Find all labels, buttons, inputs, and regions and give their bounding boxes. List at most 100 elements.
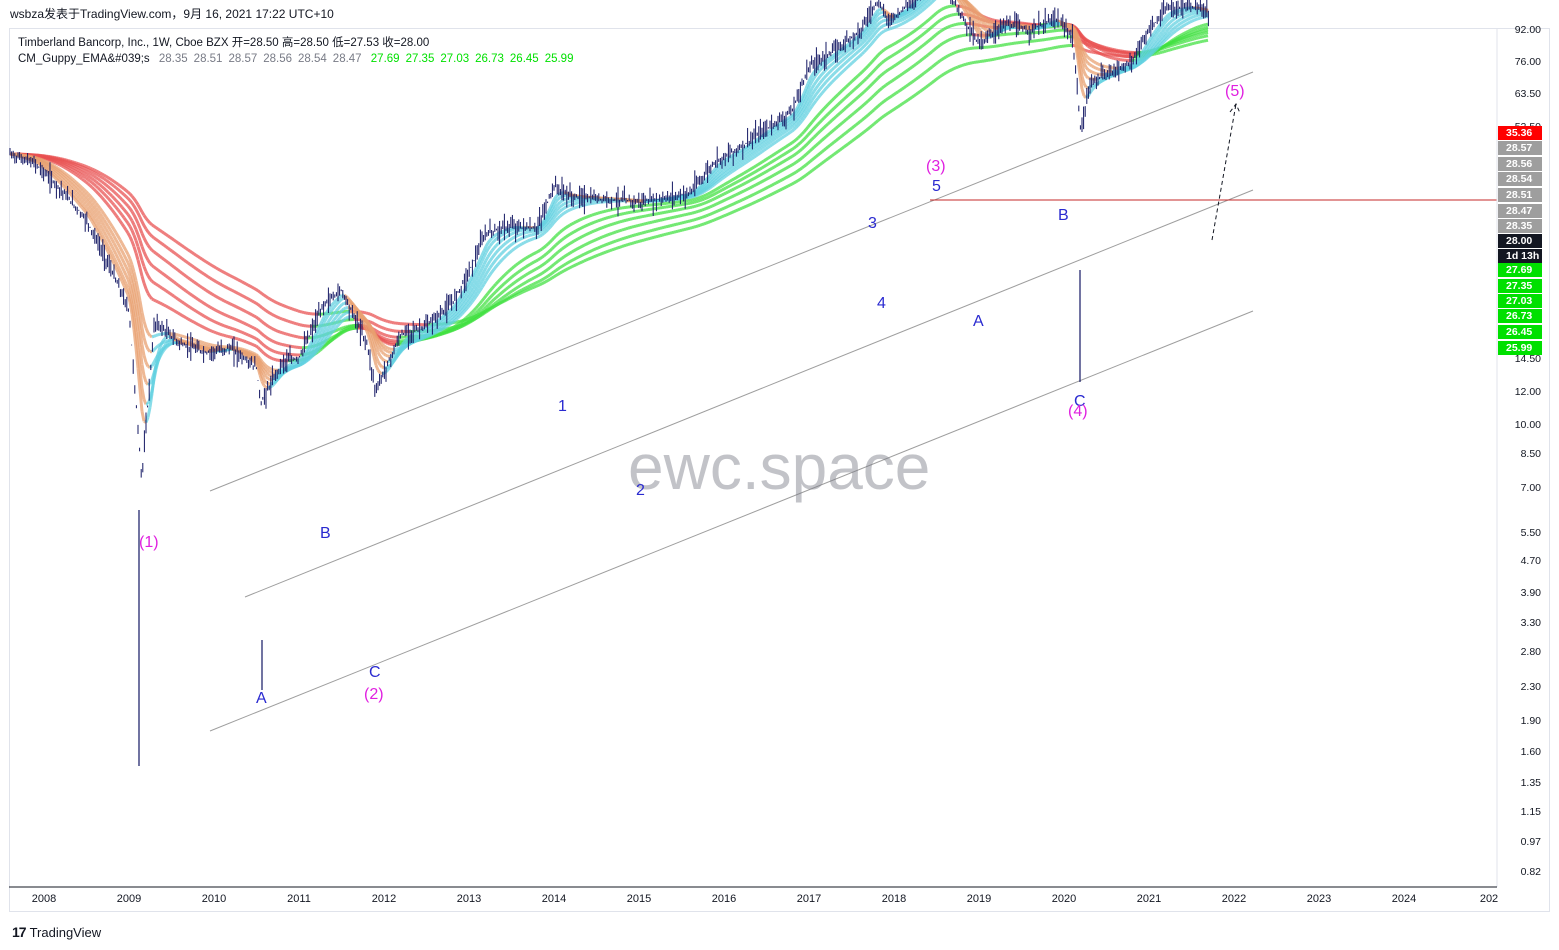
price-tick-label: 10.00 bbox=[1514, 419, 1541, 431]
indicator-value: 28.56 bbox=[263, 53, 293, 65]
wave-label[interactable]: B bbox=[1058, 207, 1069, 224]
last-price-badge: 28.00 bbox=[1498, 234, 1542, 248]
channel-line[interactable] bbox=[209, 71, 1254, 492]
indicator-value: 28.35 bbox=[158, 53, 188, 65]
time-tick-label: 2020 bbox=[1051, 893, 1077, 905]
time-tick-label: 2014 bbox=[541, 893, 567, 905]
indicator-value: 27.03 bbox=[440, 53, 470, 65]
indicator-value: 28.47 bbox=[332, 53, 362, 65]
last-price-badge: 1d 13h bbox=[1498, 249, 1542, 263]
price-tick-label: 4.70 bbox=[1520, 555, 1541, 567]
price-badge: 28.47 bbox=[1498, 204, 1542, 218]
price-badge: 28.56 bbox=[1498, 157, 1542, 171]
price-tick-label: 7.00 bbox=[1520, 482, 1541, 494]
indicator-name[interactable]: CM_Guppy_EMA&#039;s bbox=[18, 53, 150, 65]
indicator-value: 28.51 bbox=[193, 53, 223, 65]
tradingview-brand[interactable]: 17 TradingView bbox=[12, 924, 101, 940]
time-tick-label: 2022 bbox=[1221, 893, 1247, 905]
price-tick-label: 92.00 bbox=[1514, 24, 1541, 36]
price-tick-label: 3.90 bbox=[1520, 587, 1541, 599]
wave-label[interactable]: 2 bbox=[636, 482, 645, 499]
wave-label[interactable]: A bbox=[973, 313, 984, 330]
time-tick-label: 2013 bbox=[456, 893, 482, 905]
indicator-value: 27.69 bbox=[370, 53, 400, 65]
ohlc-item: 收=28.00 bbox=[379, 37, 430, 49]
symbol-title: Timberland Bancorp, Inc., 1W, Cboe BZX bbox=[18, 37, 229, 49]
wave-label[interactable]: 3 bbox=[868, 215, 877, 232]
price-tick-label: 76.00 bbox=[1514, 56, 1541, 68]
time-tick-label: 2018 bbox=[881, 893, 907, 905]
tradingview-logo-icon: 17 bbox=[12, 924, 27, 940]
wave-label[interactable]: 1 bbox=[558, 398, 567, 415]
time-tick-label: 2011 bbox=[287, 893, 311, 905]
price-tick-label: 1.60 bbox=[1520, 746, 1541, 758]
elliott-channel[interactable] bbox=[209, 71, 1254, 732]
price-badge: 35.36 bbox=[1498, 126, 1542, 140]
time-tick-label: 2010 bbox=[201, 893, 227, 905]
indicator-value: 28.54 bbox=[298, 53, 327, 65]
indicator-values-gray: 28.35 28.51 28.57 28.56 28.54 28.47 bbox=[153, 53, 362, 65]
time-tick-label: 2016 bbox=[711, 893, 737, 905]
price-tick-label: 1.35 bbox=[1520, 777, 1541, 789]
time-tick-label: 2024 bbox=[1391, 893, 1417, 905]
price-badge: 27.03 bbox=[1498, 294, 1542, 308]
ohlc-item: 低=27.53 bbox=[328, 37, 380, 49]
price-tick-label: 14.50 bbox=[1514, 353, 1541, 365]
wave-5-projection-arrow[interactable] bbox=[1211, 103, 1241, 241]
wave-label[interactable]: (5) bbox=[1225, 83, 1245, 100]
time-tick-label: 2023 bbox=[1306, 893, 1332, 905]
channel-line[interactable] bbox=[209, 310, 1254, 732]
price-badge: 27.69 bbox=[1498, 263, 1542, 277]
price-badge: 25.99 bbox=[1498, 341, 1542, 355]
time-tick-label: 2019 bbox=[966, 893, 992, 905]
price-tick-label: 1.90 bbox=[1520, 715, 1541, 727]
wave-label[interactable]: (1) bbox=[139, 534, 159, 551]
price-badge: 28.35 bbox=[1498, 219, 1542, 233]
price-badge: 26.45 bbox=[1498, 325, 1542, 339]
wave-label[interactable]: A bbox=[256, 690, 267, 707]
price-badge: 26.73 bbox=[1498, 309, 1542, 323]
time-tick-label: 2017 bbox=[796, 893, 822, 905]
time-tick-label: 2021 bbox=[1136, 893, 1162, 905]
price-badge: 28.51 bbox=[1498, 188, 1542, 202]
channel-line[interactable] bbox=[244, 189, 1254, 598]
ohlc-values: 开=28.50 高=28.50 低=27.53 收=28.00 bbox=[232, 37, 430, 49]
wave-label[interactable]: (4) bbox=[1068, 403, 1088, 420]
indicator-values-green: 27.69 27.35 27.03 26.73 26.45 25.99 bbox=[365, 53, 574, 65]
wave-label[interactable]: C bbox=[1074, 393, 1086, 410]
price-tick-label: 0.82 bbox=[1520, 866, 1541, 878]
price-tick-label: 3.30 bbox=[1520, 617, 1541, 629]
brand-name: TradingView bbox=[29, 924, 102, 940]
guppy-ema-ribbon bbox=[9, 0, 1209, 424]
price-tick-label: 8.50 bbox=[1520, 448, 1541, 460]
indicator-row[interactable]: CM_Guppy_EMA&#039;s 28.35 28.51 28.57 28.56… bbox=[18, 51, 573, 67]
ohlc-item: 开=28.50 bbox=[231, 37, 279, 49]
price-tick-label: 2.80 bbox=[1520, 646, 1541, 658]
wave-label[interactable]: (2) bbox=[364, 686, 384, 703]
indicator-value: 26.45 bbox=[509, 53, 539, 65]
time-tick-label: 2008 bbox=[31, 893, 57, 905]
price-badge: 27.35 bbox=[1498, 279, 1542, 293]
price-tick-label: 2.30 bbox=[1520, 681, 1541, 693]
price-candles bbox=[9, 0, 1209, 766]
price-tick-label: 0.97 bbox=[1520, 836, 1541, 848]
price-badge: 28.57 bbox=[1498, 141, 1542, 155]
publish-header: wsbza发表于TradingView.com，9月 16, 2021 17:2… bbox=[0, 0, 1559, 28]
indicator-value: 28.57 bbox=[228, 53, 258, 65]
symbol-row: Timberland Bancorp, Inc., 1W, Cboe BZX 开… bbox=[18, 35, 573, 51]
price-badge: 28.54 bbox=[1498, 172, 1542, 186]
price-tick-label: 1.15 bbox=[1520, 806, 1541, 818]
wave-label[interactable]: 4 bbox=[877, 295, 886, 312]
chart-frame[interactable] bbox=[9, 28, 1550, 912]
wave-label[interactable]: (3) bbox=[926, 158, 946, 175]
price-tick-label: 12.00 bbox=[1514, 386, 1541, 398]
indicator-value: 25.99 bbox=[544, 53, 574, 65]
wave-label[interactable]: C bbox=[369, 664, 381, 681]
wave-label[interactable]: 5 bbox=[932, 178, 941, 195]
indicator-value: 26.73 bbox=[475, 53, 504, 65]
ohlc-item: 高=28.50 bbox=[278, 37, 329, 49]
wave-label[interactable]: B bbox=[320, 525, 331, 542]
indicator-value: 27.35 bbox=[405, 53, 435, 65]
time-tick-label: 2015 bbox=[626, 893, 652, 905]
